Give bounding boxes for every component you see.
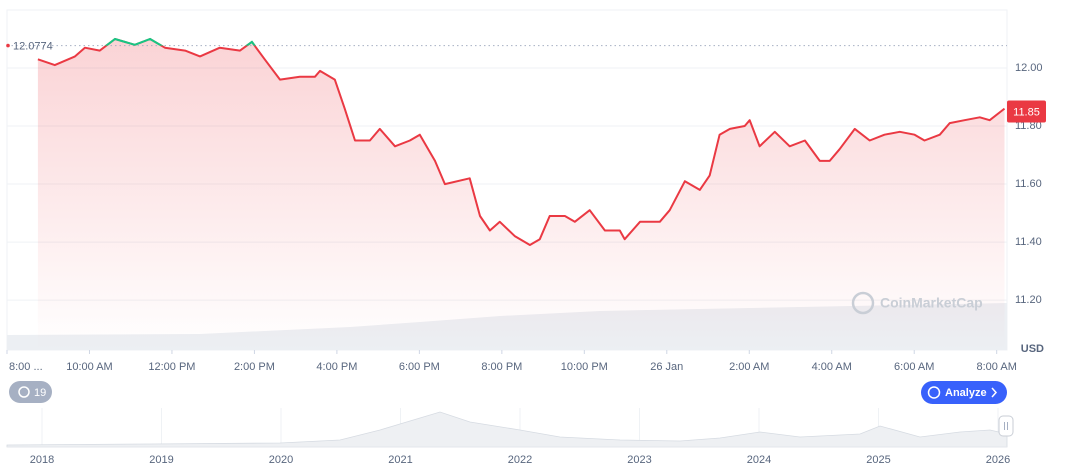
analyze-button[interactable] [921, 381, 1007, 404]
navigator-year: 2021 [388, 454, 412, 466]
chevron [991, 387, 998, 398]
analyze-label: Analyze [945, 387, 987, 399]
watermark: CoinMarketCap [880, 295, 983, 311]
reference-dot [6, 43, 10, 48]
current-price-label: 11.85 [1013, 106, 1040, 118]
y-tick-label: 11.80 [1015, 120, 1042, 132]
clock-icon [18, 386, 30, 398]
current-price-tag [1007, 100, 1046, 123]
x-tick-label: 12:00 PM [148, 361, 195, 373]
y-tick-label: 11.20 [1015, 294, 1042, 306]
reference-label: 12.0774 [13, 40, 53, 52]
unit-label: USD [1021, 343, 1044, 355]
navigator-year: 2022 [508, 454, 532, 466]
x-tick-label: 8:00 ... [9, 361, 43, 373]
x-tick-label: 8:00 PM [481, 361, 522, 373]
y-tick-label: 12.00 [1015, 62, 1043, 74]
y-tick-label: 11.40 [1015, 236, 1042, 248]
navigator-year: 2024 [747, 454, 771, 466]
x-tick-label: 10:00 PM [561, 361, 608, 373]
x-tick-label: 10:00 AM [66, 361, 112, 373]
y-tick-label: 11.60 [1015, 178, 1042, 190]
navigator-year: 2018 [30, 454, 54, 466]
navigator-handle[interactable] [998, 415, 1014, 437]
history-badge[interactable] [9, 381, 52, 403]
area-fill [37, 39, 1005, 350]
price-line [37, 38, 1006, 246]
navigator-year: 2023 [627, 454, 651, 466]
x-tick-label: 4:00 PM [316, 361, 357, 373]
x-tick-label: 6:00 PM [399, 361, 440, 373]
analyze-icon [927, 386, 941, 399]
x-tick-label: 4:00 AM [812, 361, 852, 373]
x-tick-label: 8:00 AM [977, 361, 1017, 373]
x-tick-label: 26 Jan [650, 361, 683, 373]
watermark-logo [851, 291, 875, 315]
x-tick-label: 2:00 AM [729, 361, 769, 373]
navigator-year: 2025 [866, 454, 890, 466]
x-tick-label: 6:00 AM [894, 361, 934, 373]
navigator-area [6, 411, 1008, 448]
x-tick-label: 2:00 PM [234, 361, 275, 373]
badge-count: 19 [34, 387, 46, 399]
navigator-year: 2019 [149, 454, 173, 466]
navigator-year: 2020 [269, 454, 293, 466]
navigator-year: 2026 [986, 454, 1010, 466]
